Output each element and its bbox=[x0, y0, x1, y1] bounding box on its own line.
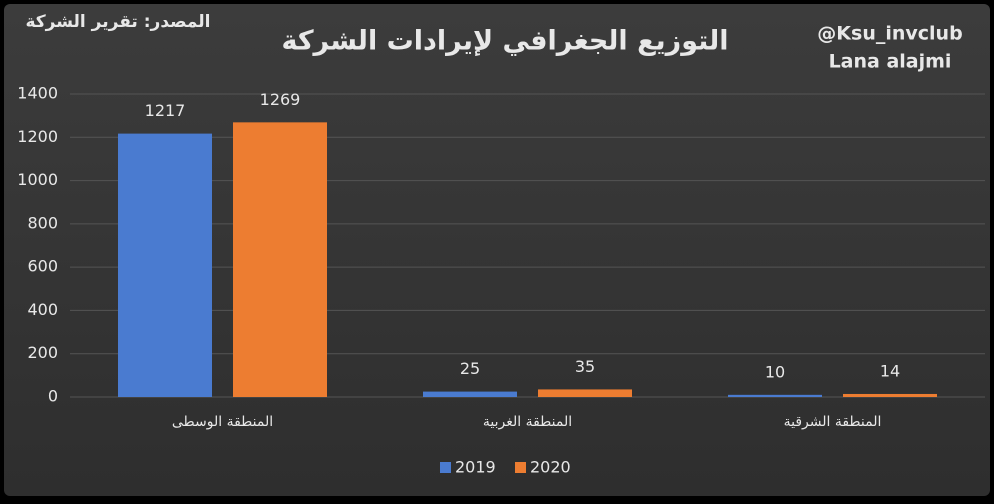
x-tick-label: المنطقة الشرقية bbox=[784, 414, 882, 430]
legend-label: 2019 bbox=[455, 458, 496, 477]
author: Lana alajmi bbox=[829, 51, 952, 73]
y-tick-label: 0 bbox=[48, 387, 58, 406]
data-label: 1217 bbox=[145, 101, 186, 120]
y-tick-label: 800 bbox=[27, 213, 58, 232]
legend-swatch bbox=[440, 462, 451, 473]
legend-swatch bbox=[515, 462, 526, 473]
y-tick-label: 1000 bbox=[17, 170, 58, 189]
bar bbox=[728, 394, 822, 397]
y-tick-label: 200 bbox=[27, 343, 58, 362]
data-label: 14 bbox=[880, 361, 900, 380]
data-label: 1269 bbox=[260, 90, 301, 109]
source-note: المصدر: تقرير الشركة bbox=[25, 12, 210, 32]
x-tick-label: المنطقة الغربية bbox=[483, 414, 572, 430]
data-label: 25 bbox=[460, 359, 480, 378]
bar bbox=[233, 122, 327, 397]
bar bbox=[423, 391, 517, 397]
y-tick-label: 400 bbox=[27, 300, 58, 319]
watermark: @Ksu_invclub bbox=[817, 23, 962, 45]
bar bbox=[538, 389, 632, 397]
data-label: 35 bbox=[575, 357, 595, 376]
legend-label: 2020 bbox=[530, 458, 571, 477]
y-tick-label: 1400 bbox=[17, 84, 58, 103]
bar bbox=[843, 393, 937, 397]
x-tick-label: المنطقة الوسطى bbox=[172, 414, 273, 430]
chart-title: التوزيع الجغرافي لإيرادات الشركة bbox=[281, 26, 728, 57]
y-tick-label: 600 bbox=[27, 257, 58, 276]
bar bbox=[118, 133, 212, 397]
data-label: 10 bbox=[765, 362, 785, 381]
y-tick-label: 1200 bbox=[17, 127, 58, 146]
